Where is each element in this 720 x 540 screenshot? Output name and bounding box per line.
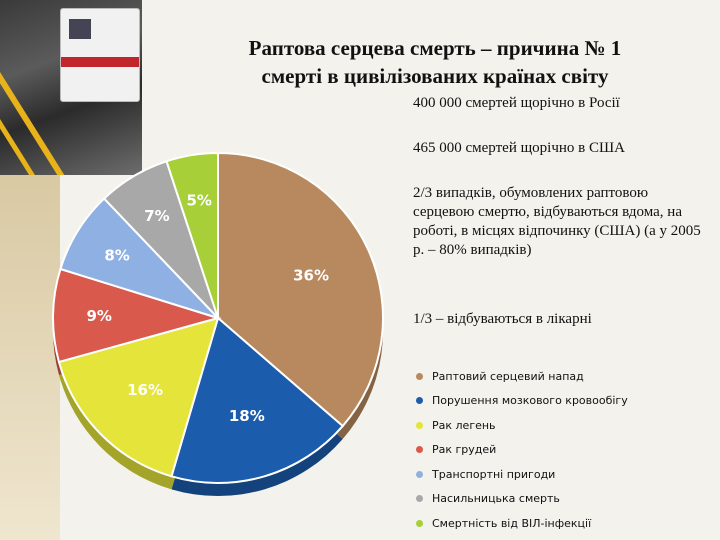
legend-label: Смертність від ВІЛ-інфекції	[432, 516, 592, 530]
pie-slice-7	[165, 151, 219, 319]
slice-label-6: 7%	[144, 207, 169, 225]
legend-label: Порушення мозкового кровообігу	[432, 394, 628, 407]
slice-label-7: 5%	[186, 192, 211, 210]
legend-item: Рак легень	[416, 417, 496, 433]
pie-slice-2	[170, 316, 345, 484]
pie-slice-1	[217, 151, 384, 428]
fact-russia: 400 000 смертей щорічно в Росії	[413, 95, 620, 111]
legend-swatch	[416, 519, 423, 527]
slice-label-1: 36%	[293, 267, 329, 285]
legend-item: Раптовий серцевий напад	[416, 368, 584, 384]
legend-swatch	[416, 446, 423, 453]
decorative-band	[0, 175, 60, 540]
legend-item: Смертність від ВІЛ-інфекції	[416, 515, 591, 531]
legend-item: Транспортні пригоди	[416, 466, 555, 482]
title-line-2: смерті в цивілізованих країнах світу	[261, 64, 609, 88]
legend-label: Рак легень	[432, 418, 496, 432]
slide-title: Раптова серцева смерть – причина № 1 сме…	[175, 34, 695, 90]
legend-swatch	[416, 495, 423, 502]
slice-label-5: 8%	[104, 246, 129, 264]
ambulance-photo	[0, 0, 142, 175]
legend-swatch	[416, 372, 423, 380]
ambulance-image	[60, 8, 140, 102]
pie-slice-4	[52, 267, 222, 364]
legend-swatch	[416, 421, 423, 429]
fact-hospital-deaths: 1/3 – відбуваються в лікарні	[413, 311, 592, 327]
legend-item: Насильницька смерть	[416, 491, 560, 507]
legend-item: Порушення мозкового кровообігу	[416, 393, 628, 409]
legend-label: Раптовий серцевий напад	[432, 369, 584, 383]
legend-label: Транспортні пригоди	[432, 467, 556, 481]
fact-home-deaths: 2/3 випадків, обумовлених раптовою серце…	[413, 185, 701, 258]
legend-swatch	[416, 397, 423, 404]
fact-usa: 465 000 смертей щорічно в США	[413, 140, 625, 156]
title-line-1: Раптова серцева смерть – причина № 1	[248, 36, 622, 60]
legend-swatch	[416, 470, 423, 478]
slice-label-4: 9%	[86, 307, 111, 325]
slice-label-2: 18%	[229, 407, 265, 425]
slice-label-3: 16%	[127, 381, 163, 399]
ambulance-window	[69, 19, 91, 39]
pie-slice-3	[57, 316, 220, 478]
ambulance-stripe	[61, 57, 139, 67]
legend-item: Рак грудей	[416, 442, 496, 458]
legend-label: Насильницька смерть	[432, 492, 560, 505]
legend-label: Рак грудей	[432, 443, 497, 456]
